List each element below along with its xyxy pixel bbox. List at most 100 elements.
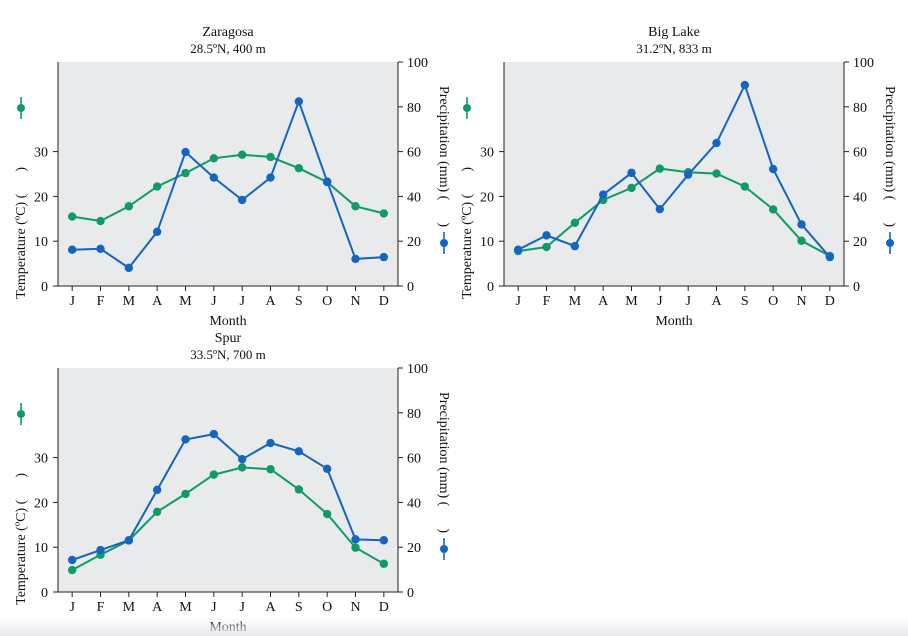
precipitation-point [542,231,551,240]
precipitation-point [351,535,360,544]
x-tick-label: D [379,600,389,615]
left-axis-label-close: ) [14,473,29,478]
x-tick-label: D [825,294,835,309]
left-tick-label: 0 [41,280,48,295]
temperature-point [67,565,77,575]
precipitation-point [67,555,77,565]
precipitation-point [237,454,247,464]
left-tick-label: 10 [34,541,48,556]
temperature-point [266,152,275,162]
right-axis-label-close: ) [882,222,897,227]
x-tick-label: J [211,600,217,615]
x-tick-label: A [152,600,163,615]
chart-title: Big Lake [648,25,700,40]
x-tick-label: A [598,294,609,309]
x-tick-label: J [69,600,75,615]
legend-marker [440,545,448,553]
left-axis-label: Temperature (ºC) () [14,473,29,605]
x-tick-label: D [379,294,389,309]
right-tick-label: 0 [853,280,860,295]
temperature-point [294,163,304,173]
plot-background [58,62,398,286]
right-tick-label: 0 [407,280,414,295]
plot-background [504,62,844,286]
left-tick-label: 10 [480,235,494,250]
right-tick-label: 100 [407,56,428,71]
left-axis-label-close: ) [460,167,475,172]
x-tick-label: M [179,294,192,309]
x-tick-label: A [265,294,276,309]
left-axis-label: Temperature (ºC) () [14,167,29,299]
precipitation-point [351,254,360,264]
x-tick-label: J [211,294,217,309]
chart-title: Zaragosa [202,25,254,40]
left-tick-label: 0 [41,586,48,601]
temperature-point [266,465,275,474]
x-tick-label: M [625,294,638,309]
right-tick-label: 60 [853,146,867,161]
precipitation-point [379,252,389,262]
precipitation-point [379,536,389,545]
precipitation-point [768,164,778,174]
left-tick-label: 0 [487,280,494,295]
left-axis-label-text: Temperature (ºC) ( [14,499,29,605]
temperature-point [627,183,636,193]
precipitation-point [181,435,190,444]
temperature-point [67,212,77,221]
temperature-point [351,202,360,211]
x-tick-label: O [322,294,332,309]
x-tick-label: N [350,600,360,615]
temperature-point [655,164,665,173]
precipitation-point [181,147,190,157]
precipitation-point [683,170,693,179]
right-axis-label-text: Precipitation (mm) ( [436,86,451,201]
precipitation-point [655,204,665,214]
x-tick-label: O [322,600,332,615]
x-tick-label: J [239,294,245,309]
temperature-point [740,182,750,191]
precipitation-point [322,464,332,473]
precipitation-point [797,220,806,229]
temperature-point [768,205,778,214]
x-tick-label: S [295,600,303,615]
precipitation-point [598,190,608,199]
right-tick-label: 60 [407,452,421,467]
temperature-point [237,150,247,159]
precipitation-series-line [517,82,831,258]
legend-marker [440,239,448,247]
precipitation-point [570,241,580,251]
left-tick-label: 10 [34,235,48,250]
chart-subtitle: 28.5ºN, 400 m [190,41,266,56]
right-tick-label: 20 [407,541,421,556]
right-tick-label: 40 [407,496,421,511]
left-axis-label-text: Temperature (ºC) ( [460,193,475,299]
temperature-series-line [72,153,385,223]
legend-marker [17,104,25,112]
x-tick-label: M [179,600,192,615]
temperature-point [322,509,332,519]
left-axis-label-close: ) [14,167,29,172]
right-axis-label: Precipitation (mm) () [882,86,897,227]
precipitation-point [740,80,750,90]
x-tick-label: A [711,294,722,309]
left-tick-label: 30 [34,146,48,161]
temperature-point [542,242,551,252]
x-tick-label: J [515,294,521,309]
chart-title: Spur [215,331,242,346]
precipitation-legend-icon [440,232,448,254]
right-axis-label-close: ) [436,222,451,227]
temperature-point [797,236,806,245]
precipitation-point [124,536,134,545]
precipitation-series-line [71,433,384,561]
temperature-point [181,489,190,499]
x-tick-label: M [123,294,136,309]
precipitation-point [237,195,247,205]
x-tick-label: F [97,600,105,615]
temperature-point [379,209,389,218]
precipitation-point [96,244,105,254]
legend-marker [463,104,471,112]
right-tick-label: 40 [407,190,421,205]
bottom-fade [0,618,908,636]
